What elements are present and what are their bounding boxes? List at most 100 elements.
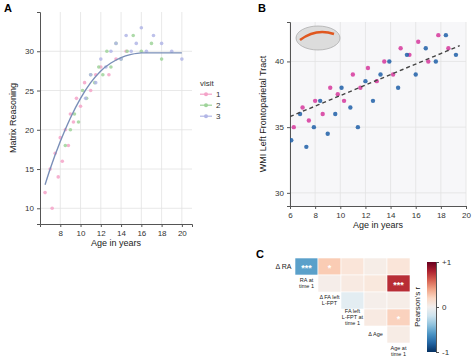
point bbox=[414, 72, 418, 76]
tick: 14 bbox=[117, 224, 126, 238]
grid-line bbox=[365, 22, 366, 206]
point bbox=[434, 59, 438, 63]
grid-line bbox=[290, 127, 466, 128]
point bbox=[436, 33, 440, 37]
heat-cell bbox=[387, 309, 410, 326]
tick-mark bbox=[182, 224, 183, 227]
axis-line bbox=[437, 263, 440, 353]
tick-label: +1 bbox=[442, 258, 452, 267]
point bbox=[318, 99, 322, 103]
point bbox=[351, 72, 355, 76]
tick: -1 bbox=[436, 348, 450, 357]
significance: *** bbox=[393, 280, 404, 290]
tick-mark bbox=[315, 206, 316, 209]
axis-line bbox=[287, 23, 291, 207]
heat-cell bbox=[387, 326, 410, 343]
panel-title: C bbox=[256, 248, 264, 260]
legend-swatch bbox=[204, 92, 208, 96]
variable-label: Δ RA bbox=[276, 263, 292, 270]
tick: 12 bbox=[97, 224, 106, 238]
tick-mark bbox=[441, 206, 442, 209]
tick-label: 8 bbox=[59, 229, 64, 238]
heat-cell bbox=[387, 275, 410, 292]
point bbox=[99, 57, 103, 61]
colorbar bbox=[427, 262, 436, 352]
heat-cell bbox=[341, 292, 364, 309]
panel-title: A bbox=[4, 2, 12, 14]
point bbox=[125, 49, 129, 53]
point bbox=[43, 191, 47, 195]
point bbox=[396, 86, 400, 90]
tick-mark bbox=[37, 130, 40, 131]
heat-cell bbox=[364, 275, 387, 292]
tick: 18 bbox=[158, 224, 167, 238]
yticks-axis: 303540 bbox=[275, 23, 290, 207]
tick-mark bbox=[121, 224, 122, 227]
tick-mark bbox=[287, 127, 290, 128]
panel: Δ RA****RA attime 1***Δ FA leftL-FPTFA l… bbox=[276, 258, 452, 357]
variable-label: Age attime 1 bbox=[391, 345, 407, 357]
tick-mark bbox=[287, 193, 290, 194]
point bbox=[313, 99, 317, 103]
yticks-axis: 1015202530 bbox=[25, 13, 40, 225]
tick-mark bbox=[37, 91, 40, 92]
point bbox=[150, 42, 154, 46]
tick-label: 15 bbox=[25, 165, 34, 174]
xticks-axis: 8 10 12 14 16 18 20 bbox=[41, 224, 193, 238]
point bbox=[398, 46, 402, 50]
tick: 20 bbox=[25, 126, 40, 135]
point bbox=[60, 159, 64, 163]
brain-shape bbox=[296, 26, 340, 50]
tick-mark bbox=[141, 224, 142, 227]
grid-line bbox=[80, 12, 81, 224]
tick: 10 bbox=[25, 204, 40, 213]
heat-cell bbox=[341, 275, 364, 292]
tick-label: 16 bbox=[137, 229, 146, 238]
point bbox=[328, 86, 332, 90]
grid-line bbox=[40, 90, 192, 91]
variable-label: Δ Age bbox=[368, 331, 383, 337]
point bbox=[109, 65, 113, 69]
tick: 14 bbox=[387, 206, 396, 220]
heat-cell bbox=[364, 309, 387, 326]
panel-title: B bbox=[258, 2, 266, 14]
plot-background bbox=[40, 12, 192, 224]
point bbox=[424, 46, 428, 50]
tick: 10 bbox=[336, 206, 345, 220]
point bbox=[382, 59, 386, 63]
colorbar_ticks-axis: -10+1 bbox=[436, 258, 452, 357]
tick-label: 20 bbox=[462, 211, 471, 220]
tick-mark bbox=[162, 224, 163, 227]
tick-mark bbox=[436, 352, 439, 353]
grid-line bbox=[40, 208, 192, 209]
point bbox=[454, 53, 458, 57]
grid bbox=[290, 22, 466, 206]
fit-line bbox=[290, 46, 460, 117]
legend-entry: 2 bbox=[216, 101, 221, 110]
point bbox=[180, 57, 184, 61]
tick-label: 16 bbox=[412, 211, 421, 220]
grid-line bbox=[100, 12, 101, 224]
point bbox=[300, 105, 304, 109]
grid-line bbox=[60, 12, 61, 224]
y-axis-title: Matrix Reasoning bbox=[8, 83, 18, 153]
fit-line bbox=[45, 53, 182, 185]
x-axis-title: Age in years bbox=[353, 220, 404, 230]
point bbox=[131, 34, 135, 38]
point bbox=[363, 79, 367, 83]
legend-title: visit bbox=[200, 79, 215, 88]
tick-label: 25 bbox=[25, 87, 34, 96]
tick: 20 bbox=[178, 224, 187, 238]
tick: 25 bbox=[25, 87, 40, 96]
grid-line bbox=[340, 22, 341, 206]
tick-label: 20 bbox=[178, 229, 187, 238]
point bbox=[290, 138, 293, 142]
tick-mark bbox=[436, 307, 439, 308]
axis-line bbox=[291, 207, 467, 210]
point bbox=[356, 125, 360, 129]
tick: 10 bbox=[77, 224, 86, 238]
tick-label: -1 bbox=[442, 348, 450, 357]
point bbox=[72, 120, 76, 124]
point bbox=[339, 86, 343, 90]
tick: +1 bbox=[436, 258, 452, 267]
